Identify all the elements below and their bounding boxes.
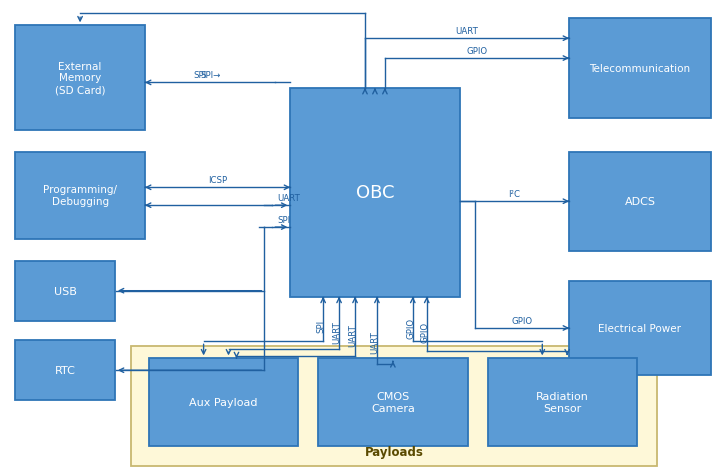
Bar <box>15 261 115 321</box>
Text: I²C: I²C <box>508 190 521 199</box>
Text: Telecommunication: Telecommunication <box>589 64 690 74</box>
Text: SPI: SPI <box>277 216 290 225</box>
Bar <box>569 19 710 119</box>
Text: External
Memory
(SD Card): External Memory (SD Card) <box>55 62 105 95</box>
Bar <box>131 347 657 466</box>
Text: SPI: SPI <box>193 71 206 80</box>
Text: UART: UART <box>349 324 357 347</box>
Text: GPIO: GPIO <box>406 317 415 338</box>
Bar <box>15 26 145 130</box>
Bar <box>15 152 145 239</box>
Bar <box>487 358 637 446</box>
Text: Aux Payload: Aux Payload <box>189 397 258 407</box>
Text: RTC: RTC <box>55 366 76 376</box>
Bar <box>569 152 710 251</box>
Text: Payloads: Payloads <box>365 445 423 458</box>
Text: UART: UART <box>333 321 342 344</box>
Text: CMOS
Camera: CMOS Camera <box>371 391 415 413</box>
Text: ADCS: ADCS <box>625 197 656 207</box>
Bar <box>318 358 468 446</box>
Text: SPI→: SPI→ <box>200 71 220 80</box>
Text: Radiation
Sensor: Radiation Sensor <box>536 391 588 413</box>
Bar <box>290 89 460 297</box>
Text: OBC: OBC <box>356 184 394 202</box>
Text: ICSP: ICSP <box>208 176 227 185</box>
Text: UART: UART <box>370 331 380 354</box>
Text: UART: UART <box>277 194 300 203</box>
Text: USB: USB <box>53 286 77 296</box>
Text: GPIO: GPIO <box>466 47 487 56</box>
Text: UART: UART <box>456 27 479 36</box>
Text: GPIO: GPIO <box>511 317 532 325</box>
Text: Programming/
Debugging: Programming/ Debugging <box>43 185 117 207</box>
Bar <box>149 358 298 446</box>
Bar <box>569 281 710 376</box>
Text: GPIO: GPIO <box>420 322 430 343</box>
Text: SPI: SPI <box>317 319 326 332</box>
Bar <box>15 341 115 400</box>
Text: Electrical Power: Electrical Power <box>599 323 682 333</box>
